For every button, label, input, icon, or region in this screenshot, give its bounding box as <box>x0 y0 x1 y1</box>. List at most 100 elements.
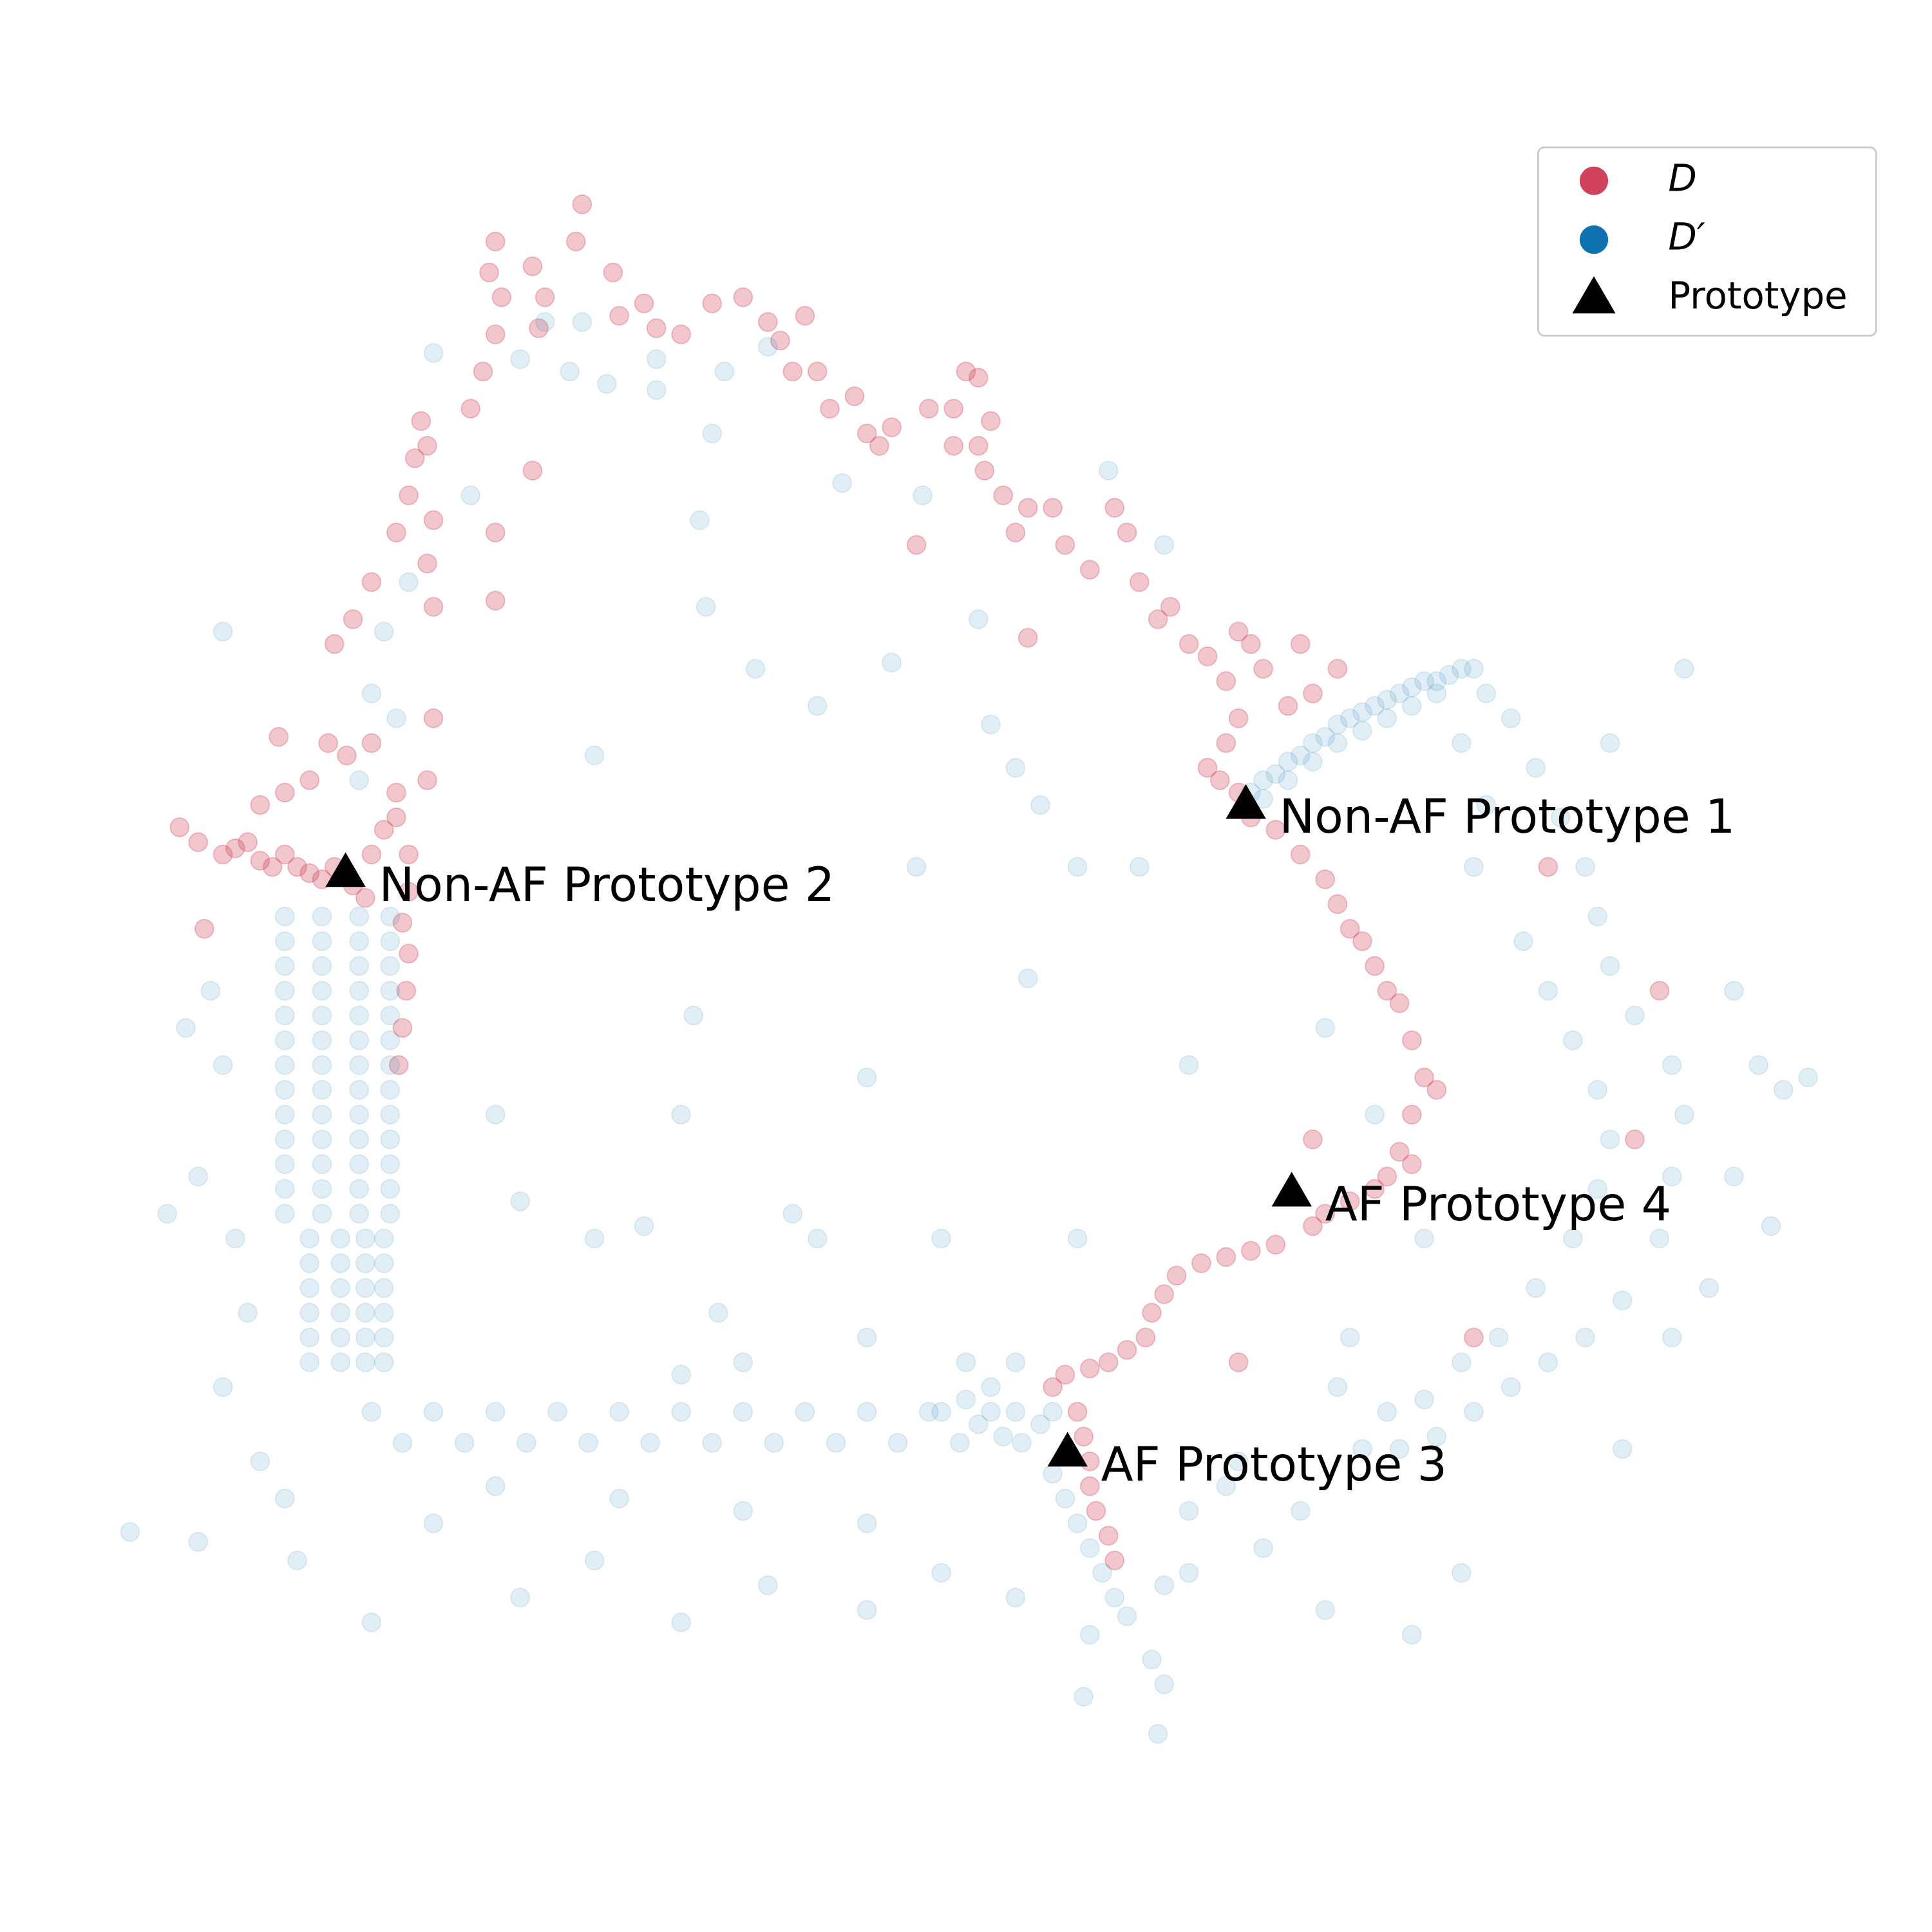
scatter-point <box>355 1352 375 1372</box>
scatter-point <box>1426 683 1447 704</box>
scatter-point <box>1414 1067 1434 1088</box>
scatter-point <box>1278 770 1298 790</box>
scatter-point <box>1340 1327 1360 1348</box>
scatter-point <box>361 733 382 753</box>
scatter-point <box>274 1030 295 1050</box>
scatter-point <box>683 1005 704 1026</box>
scatter-point <box>993 1426 1014 1447</box>
scatter-point <box>269 726 289 747</box>
scatter-point <box>1723 981 1744 1001</box>
scatter-point <box>887 1433 908 1453</box>
scatter-point <box>1352 702 1372 723</box>
scatter-point <box>609 1488 629 1509</box>
scatter-point <box>968 435 989 456</box>
scatter-point <box>795 306 815 326</box>
scatter-point <box>702 1433 723 1453</box>
scatter-point <box>1079 560 1100 580</box>
scatter-point <box>213 1377 233 1397</box>
scatter-point <box>1030 1414 1050 1434</box>
scatter-point <box>491 287 512 307</box>
scatter-point <box>485 1104 506 1125</box>
scatter-point <box>516 1433 536 1453</box>
scatter-point <box>572 194 592 214</box>
scatter-point <box>417 435 437 456</box>
scatter-point <box>318 733 338 753</box>
scatter-point <box>460 399 481 419</box>
scatter-point <box>1303 733 1323 753</box>
scatter-point <box>671 1365 692 1385</box>
scatter-point <box>213 621 233 642</box>
scatter-point <box>1401 1030 1422 1050</box>
plot-area <box>120 194 1819 1744</box>
scatter-point <box>361 1612 382 1633</box>
scatter-point <box>1104 1587 1125 1608</box>
scatter-point <box>1773 1079 1794 1100</box>
scatter-point <box>1662 1166 1682 1187</box>
scatter-point <box>634 1216 654 1236</box>
scatter-point <box>194 918 214 939</box>
scatter-point <box>1142 1303 1162 1323</box>
scatter-point <box>968 368 989 388</box>
scatter-point <box>1401 677 1422 697</box>
scatter-point <box>1154 535 1175 555</box>
scatter-point <box>1303 1216 1323 1236</box>
scatter-point <box>1228 1352 1249 1372</box>
scatter-point <box>943 399 964 419</box>
scatter-point <box>596 374 617 394</box>
scatter-point <box>274 1005 295 1026</box>
scatter-point <box>274 1055 295 1075</box>
scatter-point <box>547 1401 567 1422</box>
scatter-point <box>807 361 828 382</box>
scatter-point <box>1154 1674 1175 1694</box>
scatter-point <box>355 887 375 908</box>
legend-marker <box>1572 276 1616 314</box>
scatter-point <box>250 851 270 871</box>
scatter-point <box>1464 659 1484 679</box>
scatter-point <box>1575 1327 1595 1348</box>
scatter-point <box>274 906 295 927</box>
scatter-point <box>1148 609 1168 629</box>
scatter-point <box>1092 1562 1112 1583</box>
scatter-point <box>454 1433 475 1453</box>
scatter-point <box>330 1352 351 1372</box>
scatter-point <box>312 1030 332 1050</box>
scatter-point <box>882 417 902 437</box>
scatter-point <box>1488 1327 1509 1348</box>
scatter-point <box>312 1104 332 1125</box>
scatter-point <box>312 1204 332 1224</box>
scatter-point <box>380 1104 401 1125</box>
prototype-label: AF Prototype 3 <box>1101 1437 1447 1492</box>
scatter-point <box>1315 726 1336 747</box>
scatter-point <box>1179 634 1199 654</box>
scatter-point <box>423 596 444 617</box>
scatter-point <box>349 1005 370 1026</box>
scatter-point <box>733 1352 753 1372</box>
scatter-point <box>1723 1166 1744 1187</box>
scatter-point <box>1662 1327 1682 1348</box>
scatter-point <box>1426 671 1447 692</box>
scatter-point <box>1079 1476 1100 1497</box>
scatter-point <box>1074 1426 1094 1447</box>
scatter-point <box>1649 981 1670 1001</box>
scatter-point <box>1327 733 1348 753</box>
scatter-point <box>1451 659 1472 679</box>
scatter-point <box>399 943 419 964</box>
scatter-point <box>274 981 295 1001</box>
scatter-point <box>274 1179 295 1199</box>
scatter-point <box>423 510 444 531</box>
scatter-point <box>714 361 735 382</box>
scatter-point <box>646 380 667 401</box>
scatter-point <box>1278 752 1298 772</box>
scatter-point <box>274 1488 295 1509</box>
scatter-point <box>535 287 555 307</box>
scatter-point <box>1228 621 1249 642</box>
scatter-point <box>349 1104 370 1125</box>
scatter-point <box>485 324 506 345</box>
scatter-point <box>1439 665 1459 685</box>
scatter-point <box>1303 683 1323 704</box>
scatter-point <box>1414 1228 1434 1249</box>
prototype-marker <box>1047 1432 1088 1467</box>
scatter-point <box>943 435 964 456</box>
scatter-point <box>1154 1575 1175 1595</box>
scatter-point <box>1674 659 1694 679</box>
